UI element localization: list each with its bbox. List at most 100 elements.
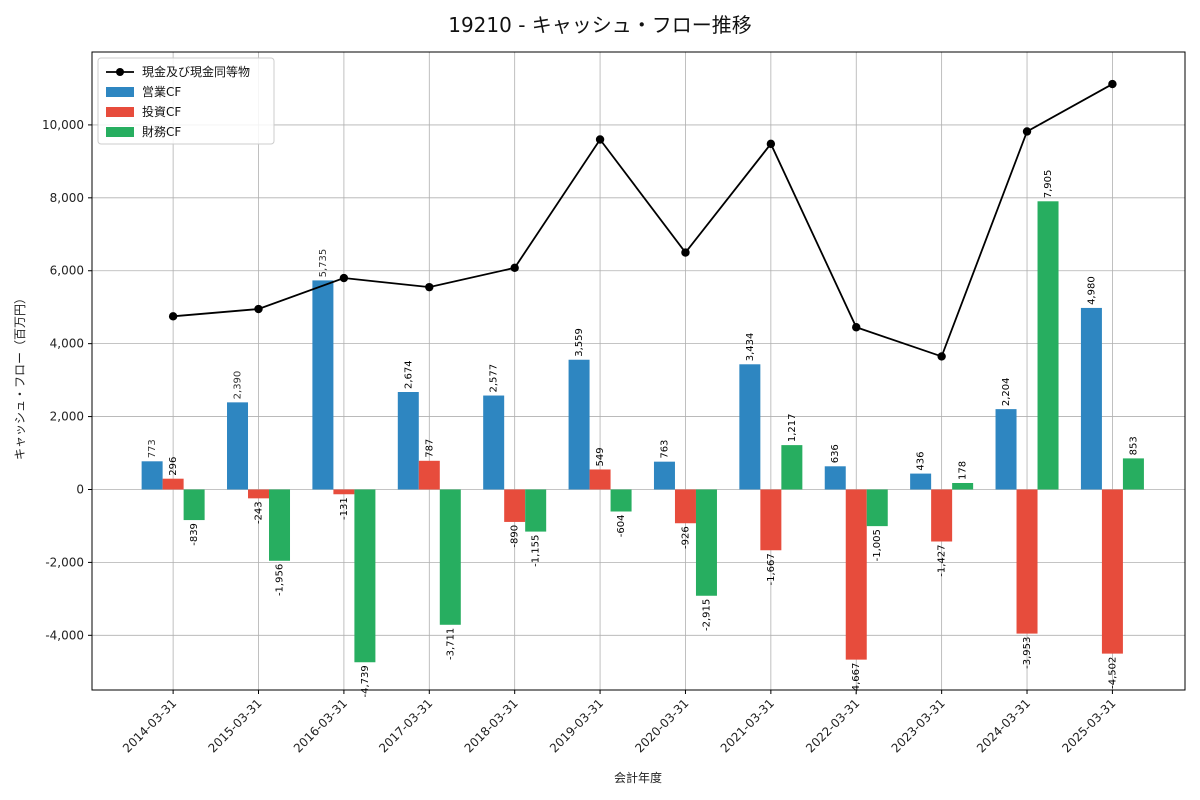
data-label: -1,667 bbox=[766, 553, 777, 585]
bar-financing bbox=[866, 489, 888, 527]
bar-investing bbox=[1016, 489, 1038, 634]
bar-investing bbox=[1101, 489, 1123, 654]
bar-operating bbox=[824, 466, 846, 490]
bar-operating bbox=[910, 473, 932, 490]
bar-operating bbox=[739, 364, 761, 490]
data-label: -243 bbox=[254, 501, 265, 524]
data-label: 178 bbox=[958, 461, 969, 480]
x-tick-label: 2023-03-31 bbox=[889, 696, 948, 755]
x-tick-label: 2018-03-31 bbox=[462, 696, 521, 755]
data-label: -2,915 bbox=[701, 599, 712, 631]
bar-investing bbox=[504, 489, 526, 522]
data-label: -1,427 bbox=[937, 545, 948, 577]
cash-equivalents-point bbox=[937, 352, 946, 361]
legend-label: 財務CF bbox=[142, 124, 181, 139]
data-label: 3,434 bbox=[745, 333, 756, 362]
data-label: -839 bbox=[189, 523, 200, 546]
bar-investing bbox=[333, 489, 355, 495]
data-label: -4,739 bbox=[360, 665, 371, 697]
cash-equivalents-point bbox=[425, 282, 434, 292]
data-label: 853 bbox=[1128, 436, 1139, 455]
bar-operating bbox=[483, 395, 505, 490]
x-tick-label: 2015-03-31 bbox=[205, 696, 264, 755]
bar-investing bbox=[248, 489, 270, 499]
bar-financing bbox=[781, 445, 803, 490]
bar-financing bbox=[1122, 458, 1144, 490]
cash-equivalents-point bbox=[168, 312, 178, 321]
data-label: -604 bbox=[616, 515, 627, 538]
y-tick-label: 8,000 bbox=[50, 191, 84, 205]
data-label: 2,674 bbox=[403, 360, 414, 389]
y-axis-label: キャッシュ・フロー（百万円） bbox=[13, 292, 27, 460]
legend-marker bbox=[116, 68, 124, 76]
x-tick-label: 2024-03-31 bbox=[974, 696, 1033, 755]
y-tick-label: 2,000 bbox=[50, 410, 84, 424]
data-label: 787 bbox=[424, 439, 435, 458]
data-label: -4,502 bbox=[1107, 657, 1118, 689]
bar-financing bbox=[269, 489, 291, 561]
data-label: 3,559 bbox=[574, 328, 585, 357]
legend-swatch bbox=[106, 87, 134, 97]
bar-financing bbox=[525, 489, 547, 532]
y-tick-label: 0 bbox=[76, 482, 84, 496]
bar-operating bbox=[568, 359, 590, 490]
bar-operating bbox=[227, 402, 249, 490]
data-label: 436 bbox=[916, 451, 927, 470]
plot-background bbox=[92, 52, 1185, 690]
x-tick-label: 2016-03-31 bbox=[291, 696, 350, 755]
data-label: -3,711 bbox=[445, 628, 456, 660]
data-label: -131 bbox=[339, 497, 350, 520]
bar-financing bbox=[695, 489, 717, 596]
cash-equivalents-point bbox=[852, 323, 861, 332]
data-label: -1,155 bbox=[531, 535, 542, 567]
bar-investing bbox=[418, 460, 440, 490]
y-tick-label: -4,000 bbox=[45, 628, 84, 642]
bar-financing bbox=[354, 489, 376, 663]
data-label: -1,956 bbox=[275, 564, 286, 596]
data-label: 7,905 bbox=[1043, 170, 1054, 199]
data-label: -1,005 bbox=[872, 529, 883, 561]
data-label: 773 bbox=[147, 439, 158, 458]
bar-investing bbox=[845, 489, 867, 660]
x-tick-label: 2014-03-31 bbox=[120, 696, 179, 755]
cash-equivalents-point bbox=[1022, 127, 1032, 136]
data-label: 636 bbox=[830, 444, 841, 463]
data-label: -3,953 bbox=[1022, 637, 1033, 669]
x-tick-label: 2019-03-31 bbox=[547, 696, 606, 755]
data-label: 4,980 bbox=[1086, 276, 1097, 305]
cash-equivalents-point bbox=[766, 139, 776, 149]
bar-investing bbox=[760, 489, 782, 551]
cash-equivalents-point bbox=[510, 263, 519, 273]
data-label: 2,390 bbox=[233, 371, 244, 400]
data-label: 296 bbox=[168, 457, 179, 476]
legend-swatch bbox=[106, 107, 134, 117]
cash-equivalents-point bbox=[339, 273, 349, 283]
chart-title: 19210 - キャッシュ・フロー推移 bbox=[448, 13, 752, 37]
bar-investing bbox=[589, 469, 611, 490]
bar-financing bbox=[952, 482, 974, 490]
y-tick-label: 4,000 bbox=[50, 337, 84, 351]
bar-investing bbox=[162, 478, 184, 490]
bar-operating bbox=[995, 409, 1017, 490]
x-tick-label: 2021-03-31 bbox=[718, 696, 777, 755]
plot-frame bbox=[91, 51, 1186, 691]
data-label: -4,667 bbox=[851, 663, 862, 695]
y-tick-label: 6,000 bbox=[50, 264, 84, 278]
bar-investing bbox=[674, 489, 696, 524]
cash-equivalents-point bbox=[1108, 79, 1117, 89]
y-tick-label: 10,000 bbox=[42, 118, 84, 132]
y-tick-label: -2,000 bbox=[45, 555, 84, 569]
data-label: 2,204 bbox=[1001, 377, 1012, 406]
x-tick-label: 2025-03-31 bbox=[1059, 696, 1118, 755]
cash-equivalents-point bbox=[254, 304, 263, 314]
cash-equivalents-point bbox=[681, 248, 690, 257]
x-tick-label: 2017-03-31 bbox=[376, 696, 435, 755]
data-label: 549 bbox=[595, 447, 606, 466]
legend-swatch bbox=[106, 127, 134, 137]
data-label: 1,217 bbox=[787, 413, 798, 442]
cash-equivalents-line bbox=[173, 83, 1113, 358]
cash-equivalents-point bbox=[595, 135, 605, 144]
